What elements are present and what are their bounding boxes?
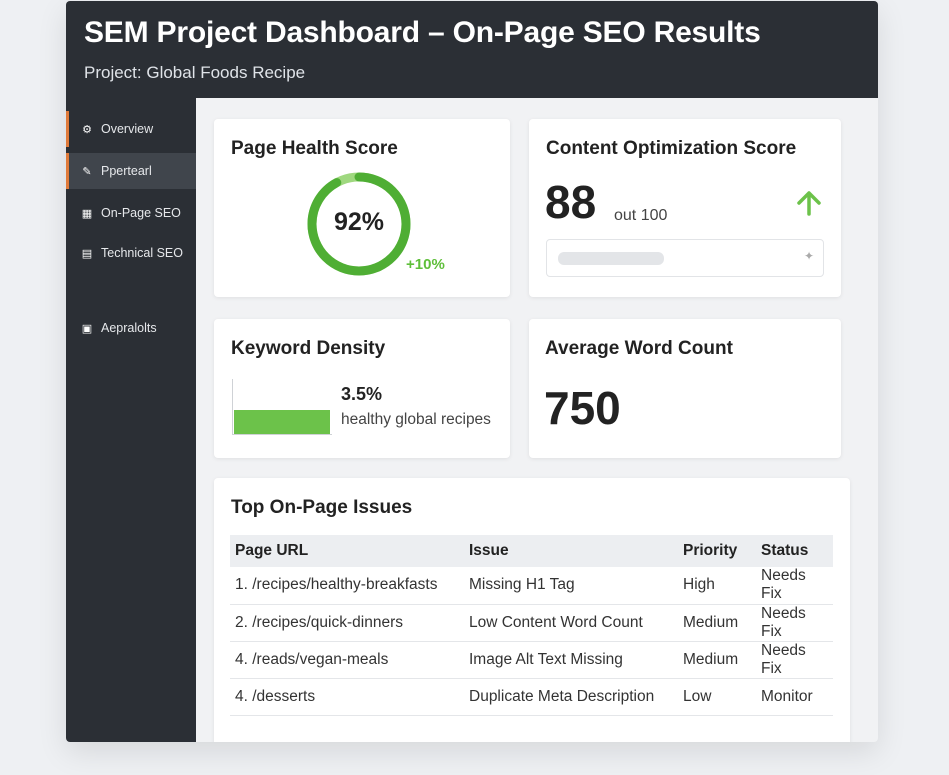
sidebar: ⚙ Overview ✎ Ppertearl ▦ On-Page SEO ▤ T… (66, 98, 196, 742)
content-score-value: 88 (545, 176, 597, 228)
sidebar-item-overview[interactable]: ⚙ Overview (66, 111, 196, 147)
sidebar-item-ppertearl[interactable]: ✎ Ppertearl (66, 153, 196, 189)
row-issue: Low Content Word Count (464, 604, 678, 642)
sidebar-item-aepralolts[interactable]: ▣ Aepralolts (66, 310, 196, 346)
content-score-unit: out 100 (614, 207, 668, 224)
health-score-value: 92% (333, 208, 385, 236)
sidebar-item-label: Aepralolts (101, 321, 157, 335)
sparkle-icon: ✦ (803, 249, 814, 263)
card-title: Average Word Count (545, 338, 733, 359)
dashboard-window: SEM Project Dashboard – On-Page SEO Resu… (66, 1, 878, 742)
row-issue: Image Alt Text Missing (464, 641, 678, 679)
report-icon: ▣ (81, 322, 93, 335)
card-title: Keyword Density (231, 338, 386, 359)
column-header[interactable]: Issue (464, 535, 678, 567)
row-priority: Medium (678, 604, 756, 642)
keyword-density-card: Keyword Density 3.5% healthy global reci… (214, 319, 510, 458)
issues-table: Page URL Issue Priority Status 1. /recip… (230, 535, 833, 716)
project-subtitle: Project: Global Foods Recipe (84, 63, 306, 82)
health-score-arc (307, 172, 411, 276)
header-bar: SEM Project Dashboard – On-Page SEO Resu… (66, 1, 878, 98)
keyword-density-bar-frame (232, 379, 332, 435)
table-row[interactable]: 1. /recipes/healthy-breakfasts Missing H… (230, 567, 833, 605)
health-score-ring (307, 172, 411, 276)
issues-card: Top On-Page Issues Page URL Issue Priori… (214, 478, 850, 742)
keyword-density-value: 3.5% (341, 384, 383, 404)
document-icon: ▤ (81, 247, 93, 260)
row-url[interactable]: 2. /recipes/quick-dinners (230, 604, 464, 642)
average-word-count-card: Average Word Count 750 (529, 319, 841, 458)
pencil-icon: ✎ (82, 165, 92, 178)
gear-icon: ⚙ (82, 123, 92, 136)
table-row[interactable]: 4. /desserts Duplicate Meta Description … (230, 678, 833, 716)
column-header[interactable]: Status (756, 535, 833, 567)
row-url[interactable]: 1. /recipes/healthy-breakfasts (230, 567, 464, 605)
content-progress-pill (558, 252, 664, 265)
row-issue: Missing H1 Tag (464, 567, 678, 605)
column-header[interactable]: Priority (678, 535, 756, 567)
layout-icon: ▦ (81, 207, 93, 220)
sidebar-item-technical-seo[interactable]: ▤ Technical SEO (66, 235, 196, 271)
word-count-value: 750 (544, 382, 621, 434)
sidebar-item-label: Technical SEO (101, 246, 183, 260)
table-row[interactable]: 2. /recipes/quick-dinners Low Content Wo… (230, 604, 833, 642)
card-title: Top On-Page Issues (231, 497, 413, 518)
row-url[interactable]: 4. /reads/vegan-meals (230, 641, 464, 679)
content-optimization-card: Content Optimization Score 88 out 100 ✦ (529, 119, 841, 297)
content-progress-box[interactable]: ✦ (546, 239, 824, 277)
keyword-density-label: healthy global recipes (341, 411, 491, 428)
row-status: Monitor (756, 678, 833, 716)
table-header-row: Page URL Issue Priority Status (230, 535, 833, 567)
keyword-density-bar (234, 410, 330, 434)
card-title: Page Health Score (231, 138, 398, 159)
sidebar-item-label: Ppertearl (101, 164, 152, 178)
sidebar-item-label: Overview (101, 122, 154, 136)
main-content: Page Health Score 92% +10% Content Optim… (196, 98, 878, 742)
row-priority: Medium (678, 641, 756, 679)
column-header[interactable]: Page URL (230, 535, 464, 567)
row-status: Needs Fix (756, 604, 833, 642)
row-status: Needs Fix (756, 567, 833, 605)
row-status: Needs Fix (756, 641, 833, 679)
row-url[interactable]: 4. /desserts (230, 678, 464, 716)
row-issue: Duplicate Meta Description (464, 678, 678, 716)
table-row[interactable]: 4. /reads/vegan-meals Image Alt Text Mis… (230, 641, 833, 679)
page-title: SEM Project Dashboard – On-Page SEO Resu… (84, 16, 761, 49)
row-priority: High (678, 567, 756, 605)
row-priority: Low (678, 678, 756, 716)
health-score-change: +10% (406, 256, 445, 273)
sidebar-item-on-page-seo[interactable]: ▦ On-Page SEO (66, 195, 196, 231)
sidebar-item-label: On-Page SEO (101, 206, 181, 220)
arrow-up-icon (797, 191, 821, 216)
page-health-card: Page Health Score 92% +10% (214, 119, 510, 297)
card-title: Content Optimization Score (546, 138, 797, 159)
